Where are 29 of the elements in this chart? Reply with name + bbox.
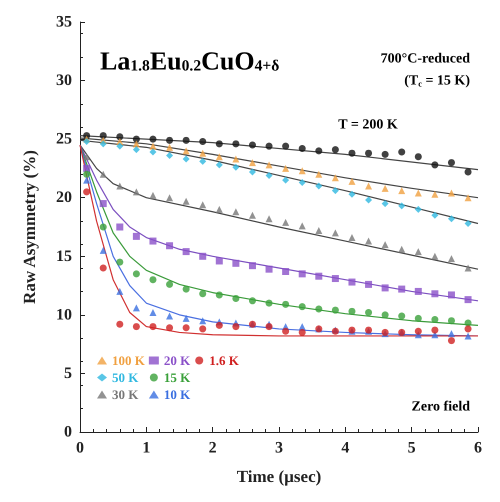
x-axis-title: Time (µsec): [236, 467, 322, 486]
annotation: 700°C-reduced: [380, 52, 470, 66]
legend-label: 20 K: [164, 353, 192, 368]
y-tick-label: 35: [56, 14, 72, 30]
x-tick-label: 4: [341, 440, 350, 456]
x-tick-label: 6: [474, 440, 482, 456]
y-tick-label: 0: [64, 424, 72, 440]
x-tick-label: 5: [408, 440, 416, 456]
x-tick-label: 0: [76, 440, 84, 456]
y-tick-label: 5: [64, 364, 72, 382]
y-tick-label: 15: [56, 248, 72, 265]
legend-label: 15 K: [164, 370, 192, 385]
legend-label: 10 K: [164, 387, 192, 402]
y-tick-label: 30: [56, 72, 72, 90]
y-tick-label: 10: [56, 306, 72, 324]
text: La1.8Eu0.2CuO4+δ: [100, 46, 280, 76]
x-tick-label: 1: [142, 440, 150, 456]
legend-label: 50 K: [112, 370, 140, 385]
legend-label: 100 K: [112, 353, 146, 368]
annotation: Zero field: [412, 400, 470, 414]
y-tick-label: 20: [56, 189, 72, 206]
x-tick-label: 3: [275, 440, 283, 456]
legend-label: 30 K: [112, 387, 140, 402]
y-tick-label: 25: [56, 130, 72, 148]
legend-label: 1.6 K: [209, 353, 240, 368]
x-tick-label: 2: [208, 440, 217, 456]
y-axis-title: Raw Asymmetry (%): [20, 150, 39, 304]
annotation: T = 200 K: [338, 118, 398, 132]
annotation: (Tc = 15 K): [404, 74, 470, 88]
